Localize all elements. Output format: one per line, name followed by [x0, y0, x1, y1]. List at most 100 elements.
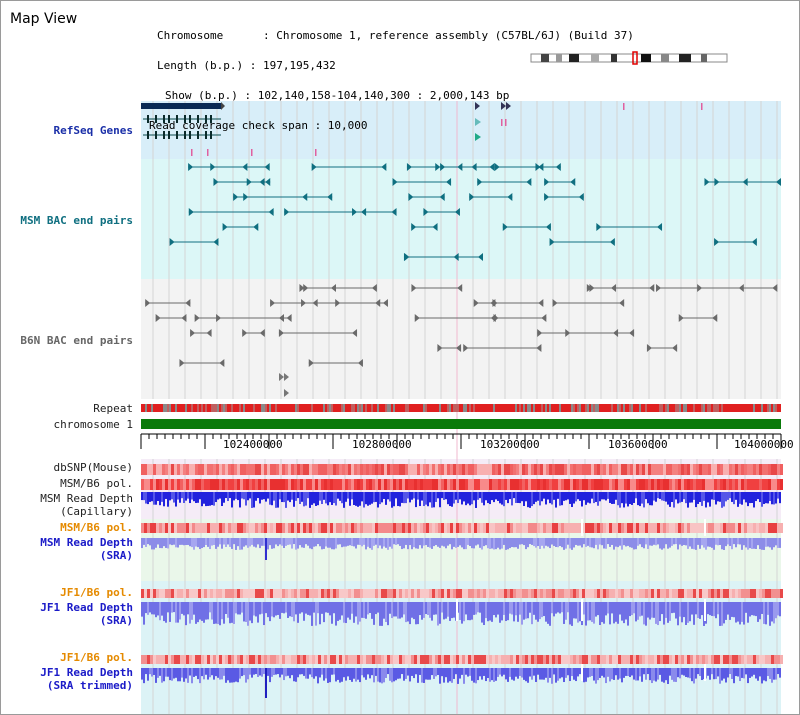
track-label-jf1-read-depth-trimmed[interactable]: JF1 Read Depth (SRA trimmed): [40, 666, 133, 692]
track-label-msm-read-depth-sra[interactable]: MSM Read Depth (SRA): [40, 536, 133, 562]
track-label-dbsnp[interactable]: dbSNP(Mouse): [53, 461, 133, 474]
track-label-jf1-b6-pol-2[interactable]: JF1/B6 pol.: [60, 651, 133, 664]
track-label-b6n-bac[interactable]: B6N BAC end pairs: [20, 334, 133, 347]
heat-cell: [630, 655, 633, 664]
heat-cell: [498, 479, 501, 490]
track-label-chromosome[interactable]: chromosome 1: [53, 418, 133, 431]
read-depth-bar: [355, 538, 357, 549]
heat-cell: [756, 655, 759, 664]
heat-cell: [228, 523, 231, 533]
read-depth-bar: [623, 602, 625, 624]
heat-cell: [567, 464, 570, 475]
read-depth-bar: [349, 668, 351, 680]
track-label-msm-read-depth-capillary[interactable]: MSM Read Depth (Capillary): [40, 492, 133, 518]
heat-cell: [666, 479, 669, 490]
track-label-jf1-read-depth-sra[interactable]: JF1 Read Depth (SRA): [40, 601, 133, 627]
read-depth-bar: [177, 668, 179, 682]
heat-cell: [213, 479, 216, 490]
heat-cell: [681, 523, 684, 533]
read-depth-bar: [397, 668, 399, 679]
heat-cell: [447, 655, 450, 664]
read-depth-bar: [543, 602, 545, 617]
read-depth-bar: [225, 602, 227, 614]
track-label-refseq[interactable]: RefSeq Genes: [53, 124, 133, 137]
repeat-segment: [615, 404, 617, 412]
track-label-jf1-b6-pol[interactable]: JF1/B6 pol.: [60, 586, 133, 599]
read-depth-bar: [339, 492, 341, 501]
heat-cell: [711, 523, 714, 533]
heat-cell: [780, 479, 783, 490]
heat-cell: [402, 523, 405, 533]
heat-cell: [759, 523, 762, 533]
read-depth-bar: [671, 668, 673, 680]
heat-cell: [654, 655, 657, 664]
heat-cell: [627, 589, 630, 598]
read-depth-bar: [227, 538, 229, 545]
read-depth-bar: [771, 668, 773, 683]
read-depth-bar: [435, 492, 437, 502]
heat-cell: [156, 523, 159, 533]
track-label-msm-b6-pol[interactable]: MSM/B6 pol.: [60, 477, 133, 490]
read-depth-bar: [511, 602, 513, 615]
read-depth-bar: [467, 492, 469, 504]
heat-cell: [150, 589, 153, 598]
read-depth-bar: [217, 538, 219, 547]
read-depth-bar: [595, 668, 597, 684]
read-depth-bar: [541, 668, 543, 680]
heat-cell: [666, 655, 669, 664]
read-depth-bar: [301, 668, 303, 675]
read-depth-bar: [621, 492, 623, 504]
repeat-segment: [391, 404, 393, 412]
heat-cell: [177, 655, 180, 664]
read-depth-bar: [721, 492, 723, 508]
bac-end-marker: [301, 299, 307, 307]
heat-cell: [468, 589, 471, 598]
read-depth-bar: [291, 668, 293, 676]
heat-cell: [723, 479, 726, 490]
repeat-segment: [417, 404, 419, 412]
heat-cell: [378, 464, 381, 475]
read-depth-bar: [659, 668, 661, 675]
heat-cell: [258, 523, 261, 533]
read-depth-bar: [547, 668, 549, 683]
read-depth-bar: [475, 602, 477, 615]
read-depth-bar: [731, 602, 733, 617]
repeat-segment: [461, 404, 463, 412]
read-depth-bar: [627, 668, 629, 676]
heat-cell: [213, 464, 216, 475]
refseq-marker: [207, 149, 209, 156]
heat-cell: [408, 655, 411, 664]
heat-cell: [483, 655, 486, 664]
read-depth-bar: [273, 602, 275, 618]
heat-cell: [639, 479, 642, 490]
repeat-segment: [595, 404, 597, 412]
repeat-segment: [361, 404, 363, 412]
bac-end-marker: [392, 178, 398, 186]
bac-end-marker: [382, 299, 388, 307]
repeat-segment: [581, 404, 583, 412]
read-depth-bar: [449, 668, 451, 682]
chromosome-bar: [141, 419, 781, 429]
read-depth-bar: [661, 492, 663, 501]
axis-tick-label: 102800000: [352, 438, 412, 451]
heat-cell: [744, 589, 747, 598]
heat-cell: [447, 589, 450, 598]
track-label-msm-bac[interactable]: MSM BAC end pairs: [20, 214, 133, 227]
refseq-marker: [623, 103, 625, 110]
track-label-repeat[interactable]: Repeat: [93, 402, 133, 415]
track-label-msm-b6-pol-2[interactable]: MSM/B6 pol.: [60, 521, 133, 534]
read-depth-bar: [221, 668, 223, 680]
heat-cell: [372, 479, 375, 490]
heat-cell: [273, 589, 276, 598]
read-depth-bar: [779, 492, 781, 504]
read-depth-bar: [651, 602, 653, 618]
heat-cell: [168, 655, 171, 664]
read-depth-bar: [629, 538, 631, 548]
read-depth-bar: [145, 602, 147, 614]
heat-cell: [390, 655, 393, 664]
heat-cell: [669, 523, 672, 533]
repeat-segment: [245, 404, 247, 412]
repeat-segment: [609, 404, 611, 412]
